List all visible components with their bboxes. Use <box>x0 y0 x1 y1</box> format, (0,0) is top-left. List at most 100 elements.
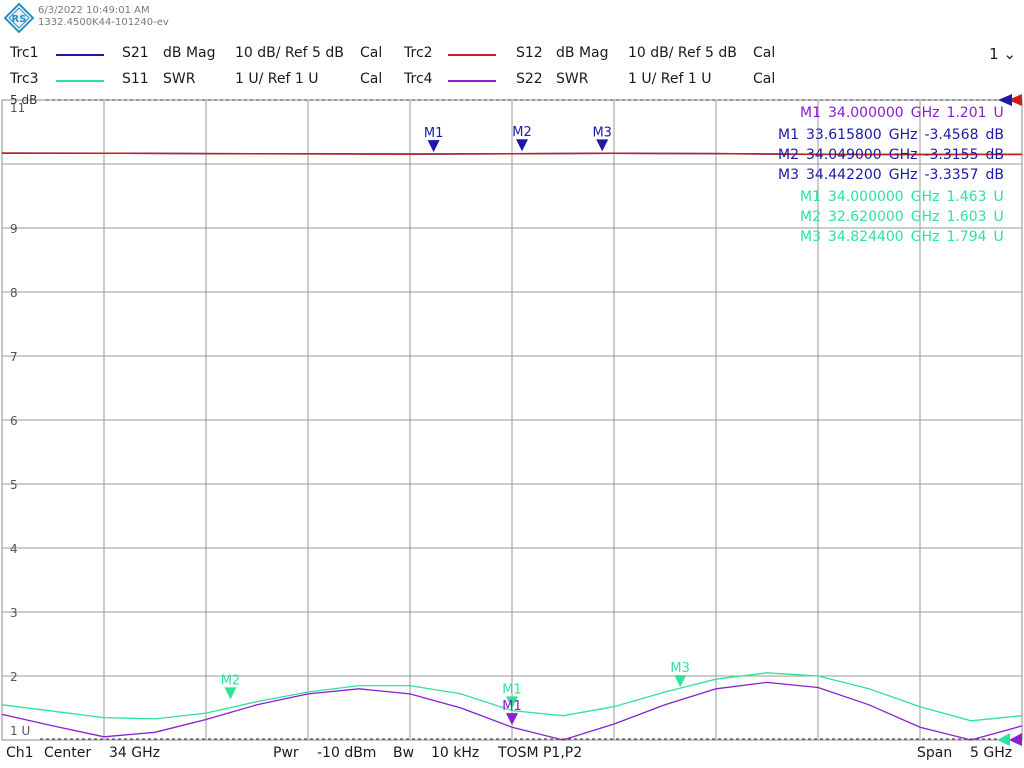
trace-cal-trc4[interactable]: Cal <box>753 71 776 87</box>
y-tick-label: 2 <box>10 670 18 684</box>
trace-id-trc3[interactable]: Trc3 <box>10 71 39 87</box>
trace-legend-line-trc4 <box>448 80 496 82</box>
readout-field: U <box>994 189 1004 205</box>
trace-id-trc1[interactable]: Trc1 <box>10 45 39 61</box>
power-label[interactable]: Pwr <box>273 745 299 761</box>
readout-field: 34.049000 <box>806 147 882 163</box>
marker-readout-row[interactable]: M3 34.824400 GHz 1.794 U <box>800 229 1004 245</box>
y-tick-label: 7 <box>10 350 18 364</box>
trace-id-trc2[interactable]: Trc2 <box>404 45 433 61</box>
trace-id-trc4[interactable]: Trc4 <box>404 71 433 87</box>
channel-label[interactable]: Ch1 <box>6 745 34 761</box>
instrument-id: 1332.4500K44-101240-ev <box>38 17 169 28</box>
readout-field: 34.824400 <box>828 229 904 245</box>
trace-legend-line-trc3 <box>56 80 104 82</box>
marker-trc3-m3-icon[interactable] <box>674 675 687 688</box>
readout-field: -3.4568 <box>924 127 978 143</box>
marker-label: M1 <box>502 682 522 697</box>
readout-field: -3.3357 <box>924 167 978 183</box>
marker-label: M2 <box>221 673 241 688</box>
trace-param-trc2[interactable]: S12 <box>516 45 543 61</box>
marker-label: M2 <box>512 125 532 140</box>
trace-cal-trc1[interactable]: Cal <box>360 45 383 61</box>
readout-field: 34.000000 <box>828 105 904 121</box>
marker-label: M1 <box>424 126 444 141</box>
y-tick-label: 1 U <box>10 724 30 738</box>
trace-line-trc3[interactable] <box>1 672 1023 722</box>
marker-readout-row[interactable]: M2 34.049000 GHz -3.3155 dB <box>778 147 1004 163</box>
center-value[interactable]: 34 GHz <box>109 745 160 761</box>
marker-trc4-m1-icon[interactable] <box>506 713 518 726</box>
bandwidth-value[interactable]: 10 kHz <box>431 745 480 761</box>
readout-field: 34.442200 <box>806 167 882 183</box>
svg-text:RS: RS <box>12 14 27 25</box>
marker-trc3-m2-icon[interactable] <box>224 687 237 700</box>
timestamp: 6/3/2022 10:49:01 AM <box>38 5 150 16</box>
power-value[interactable]: -10 dBm <box>317 745 377 761</box>
readout-field: 1.201 <box>946 105 986 121</box>
trace-scale-trc1[interactable]: 10 dB/ Ref 5 dB <box>235 45 344 61</box>
trace-param-trc4[interactable]: S22 <box>516 71 543 87</box>
y-tick-label: 6 <box>10 414 18 428</box>
y-tick-label: 3 <box>10 606 18 620</box>
swr-reference-marker-purple-icon <box>1009 733 1022 746</box>
span-value[interactable]: 5 GHz <box>970 745 1013 761</box>
marker-label: M1 <box>502 699 522 714</box>
readout-field: -3.3155 <box>924 147 978 163</box>
marker-trc1-m1-icon[interactable] <box>427 140 440 153</box>
trace-legend-line-trc1 <box>56 54 104 56</box>
readout-field: M2 <box>800 209 821 225</box>
readout-field: M3 <box>778 167 799 183</box>
marker-trc3-m1-icon[interactable] <box>506 696 518 709</box>
readout-field: 1.463 <box>946 189 986 205</box>
y-tick-label: 5 <box>10 478 18 492</box>
readout-field: GHz <box>911 189 940 205</box>
trace-format-trc2[interactable]: dB Mag <box>556 45 609 61</box>
trace-scale-trc2[interactable]: 10 dB/ Ref 5 dB <box>628 45 737 61</box>
swr-reference-marker-green-icon <box>997 733 1010 746</box>
readout-field: dB <box>986 147 1005 163</box>
trace-cal-trc2[interactable]: Cal <box>753 45 776 61</box>
y-tick-label: 11 <box>10 101 25 115</box>
readout-field: dB <box>986 167 1005 183</box>
center-label[interactable]: Center <box>44 745 92 761</box>
readout-field: GHz <box>911 209 940 225</box>
marker-readout-row[interactable]: M1 33.615800 GHz -3.4568 dB <box>778 127 1004 143</box>
marker-readout-row[interactable]: M3 34.442200 GHz -3.3357 dB <box>778 167 1004 183</box>
channel-menu-label: 1 <box>989 45 999 63</box>
trace-line-trc4[interactable] <box>1 681 1023 741</box>
readout-field: 1.603 <box>946 209 986 225</box>
trace-format-trc1[interactable]: dB Mag <box>163 45 216 61</box>
channel-menu-button[interactable]: 1 ⌄ <box>989 45 1016 63</box>
trace-line-trc2[interactable] <box>1 152 1023 156</box>
readout-field: 1.794 <box>946 229 986 245</box>
readout-field: M2 <box>778 147 799 163</box>
trace-cal-trc3[interactable]: Cal <box>360 71 383 87</box>
marker-readout-row[interactable]: M1 34.000000 GHz 1.463 U <box>800 189 1004 205</box>
marker-readout-row[interactable]: M2 32.620000 GHz 1.603 U <box>800 209 1004 225</box>
y-tick-label: 9 <box>10 222 18 236</box>
calibration-type[interactable]: TOSM P1,P2 <box>498 745 583 761</box>
trace-legend-line-trc2 <box>448 54 496 56</box>
trace-param-trc1[interactable]: S21 <box>122 45 149 61</box>
readout-field: GHz <box>889 127 918 143</box>
readout-field: M1 <box>800 105 821 121</box>
trace-scale-trc3[interactable]: 1 U/ Ref 1 U <box>235 71 319 87</box>
readout-field: U <box>994 229 1004 245</box>
trace-scale-trc4[interactable]: 1 U/ Ref 1 U <box>628 71 712 87</box>
trace-param-trc3[interactable]: S11 <box>122 71 149 87</box>
bandwidth-label[interactable]: Bw <box>393 745 415 761</box>
readout-field: GHz <box>911 105 940 121</box>
marker-readout-row[interactable]: M1 34.000000 GHz 1.201 U <box>800 105 1004 121</box>
marker-trc1-m2-icon[interactable] <box>515 139 528 152</box>
readout-field: 33.615800 <box>806 127 882 143</box>
span-label[interactable]: Span <box>917 745 953 761</box>
readout-field: U <box>994 105 1004 121</box>
trace-format-trc3[interactable]: SWR <box>163 71 196 87</box>
marker-trc1-m3-icon[interactable] <box>596 139 609 152</box>
readout-field: GHz <box>911 229 940 245</box>
reference-marker-blue-icon <box>998 94 1012 106</box>
trace-format-trc4[interactable]: SWR <box>556 71 589 87</box>
readout-field: U <box>994 209 1004 225</box>
